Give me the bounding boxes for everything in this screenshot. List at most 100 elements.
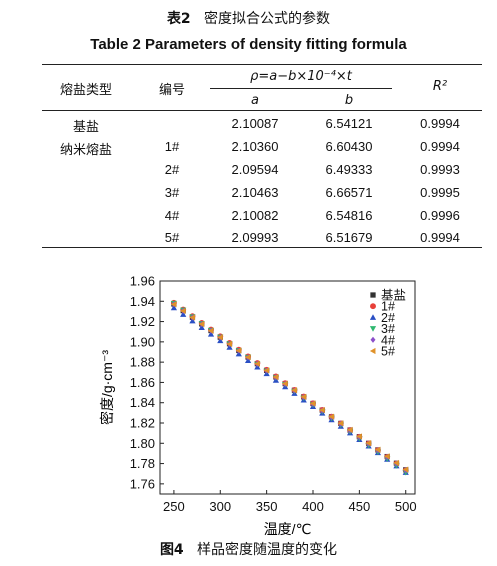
formula-header-rule	[210, 88, 392, 89]
y-tick-label: 1.84	[130, 395, 155, 410]
legend-item: 4#	[370, 333, 395, 347]
data-point	[282, 380, 288, 387]
data-point	[263, 367, 270, 374]
data-point	[402, 466, 409, 473]
y-tick-label: 1.96	[130, 274, 155, 289]
x-axis-label: 温度/℃	[264, 521, 312, 537]
table-bottom-rule	[42, 247, 482, 249]
table-number: 表2	[166, 11, 191, 27]
legend-item: 2#	[369, 311, 395, 325]
x-tick-label: 300	[209, 499, 231, 514]
data-point	[170, 304, 178, 311]
x-tick-label: 500	[395, 499, 417, 514]
legend-label: 1#	[381, 300, 395, 314]
cell-id: 5#	[164, 230, 180, 245]
legend-label: 3#	[381, 322, 395, 336]
data-point	[356, 433, 362, 440]
data-point	[319, 406, 325, 414]
y-tick-label: 1.76	[130, 476, 155, 491]
cell-a: 2.09594	[231, 162, 279, 177]
cell-a: 2.09993	[231, 230, 279, 245]
y-tick-label: 1.86	[130, 375, 155, 390]
y-tick-label: 1.94	[130, 294, 155, 309]
cell-id: 4#	[164, 208, 180, 223]
table-title-cn: 密度拟合公式的参数	[204, 11, 331, 27]
data-point	[226, 340, 233, 348]
cell-r2: 0.9994	[420, 139, 460, 154]
data-point	[365, 440, 372, 447]
salt-label-base: 基盐	[73, 120, 100, 135]
table-header-rule	[42, 110, 482, 111]
header-formula: ρ=a−b×10⁻⁴×t	[250, 69, 352, 84]
cell-a: 2.10360	[231, 139, 279, 154]
data-point	[189, 317, 196, 324]
data-point	[309, 400, 316, 407]
data-point	[272, 373, 279, 381]
legend-label: 2#	[381, 311, 395, 325]
data-point	[170, 301, 177, 308]
cell-id: 2#	[164, 162, 180, 177]
cell-r2: 0.9994	[420, 116, 460, 131]
plot-frame	[159, 280, 416, 495]
legend-marker	[370, 292, 376, 298]
y-axis-label: 密度/g·cm⁻³	[99, 350, 115, 425]
legend-item: 3#	[369, 322, 395, 336]
header-number: 编号	[159, 83, 186, 98]
cell-b: 6.60430	[325, 139, 373, 154]
legend-marker	[370, 336, 376, 343]
table-caption-en: Table 2 Parameters of density fitting fo…	[90, 36, 407, 53]
density-chart: 250 300 350 400 450 500 1.76 1.78 1.80 1.82 1.84 1.…	[99, 274, 417, 538]
y-tick-label: 1.88	[130, 355, 155, 370]
data-point	[291, 387, 297, 394]
table-top-rule	[42, 64, 482, 66]
data-point	[300, 393, 307, 400]
y-tick-label: 1.80	[130, 436, 155, 451]
data-point	[198, 321, 205, 328]
cell-id: 3#	[164, 185, 180, 200]
header-a: a	[251, 93, 259, 108]
legend-item: 1#	[370, 300, 395, 314]
cell-r2: 0.9996	[420, 208, 460, 223]
data-point	[384, 453, 390, 460]
cell-r2: 0.9995	[420, 185, 460, 200]
legend-marker	[369, 347, 376, 355]
data-point	[346, 426, 353, 434]
x-tick-label: 450	[349, 499, 371, 514]
cell-id: 1#	[164, 139, 180, 154]
cell-b: 6.54816	[325, 208, 373, 223]
legend-label: 4#	[381, 333, 395, 347]
salt-label-nano: 纳米熔盐	[60, 143, 113, 158]
legend-item: 5#	[369, 345, 395, 359]
cell-a: 2.10087	[231, 116, 279, 131]
cell-a: 2.10082	[231, 208, 279, 223]
cell-b: 6.54121	[325, 116, 373, 131]
figure-caption: 图4 样品密度随温度的变化	[0, 539, 497, 559]
data-point	[189, 314, 195, 321]
data-point	[374, 446, 381, 453]
cell-r2: 0.9993	[420, 162, 460, 177]
figure-number: 图4	[159, 542, 184, 558]
y-tick-label: 1.92	[130, 314, 155, 329]
legend-marker	[369, 314, 377, 320]
data-point	[393, 459, 399, 467]
data-point	[180, 307, 186, 315]
x-tick-label: 350	[256, 499, 278, 514]
y-tick-label: 1.90	[130, 334, 155, 349]
table-caption-cn: 表2 密度拟合公式的参数	[0, 8, 497, 28]
cell-r2: 0.9994	[420, 230, 460, 245]
y-tick-label: 1.82	[130, 416, 155, 431]
legend-marker	[370, 303, 376, 310]
y-tick-label: 1.78	[130, 456, 155, 471]
series-1	[170, 299, 409, 474]
cell-b: 6.66571	[325, 185, 373, 200]
header-salt-type: 熔盐类型	[60, 83, 113, 98]
cell-b: 6.51679	[325, 230, 373, 245]
data-point	[235, 347, 242, 354]
legend-label: 基盐	[381, 289, 406, 303]
legend-item: 基盐	[370, 289, 406, 303]
figure-title: 样品密度随温度的变化	[197, 542, 338, 558]
data-point	[254, 360, 260, 367]
data-point	[217, 334, 223, 341]
legend-marker	[369, 326, 377, 332]
data-point	[244, 354, 251, 361]
